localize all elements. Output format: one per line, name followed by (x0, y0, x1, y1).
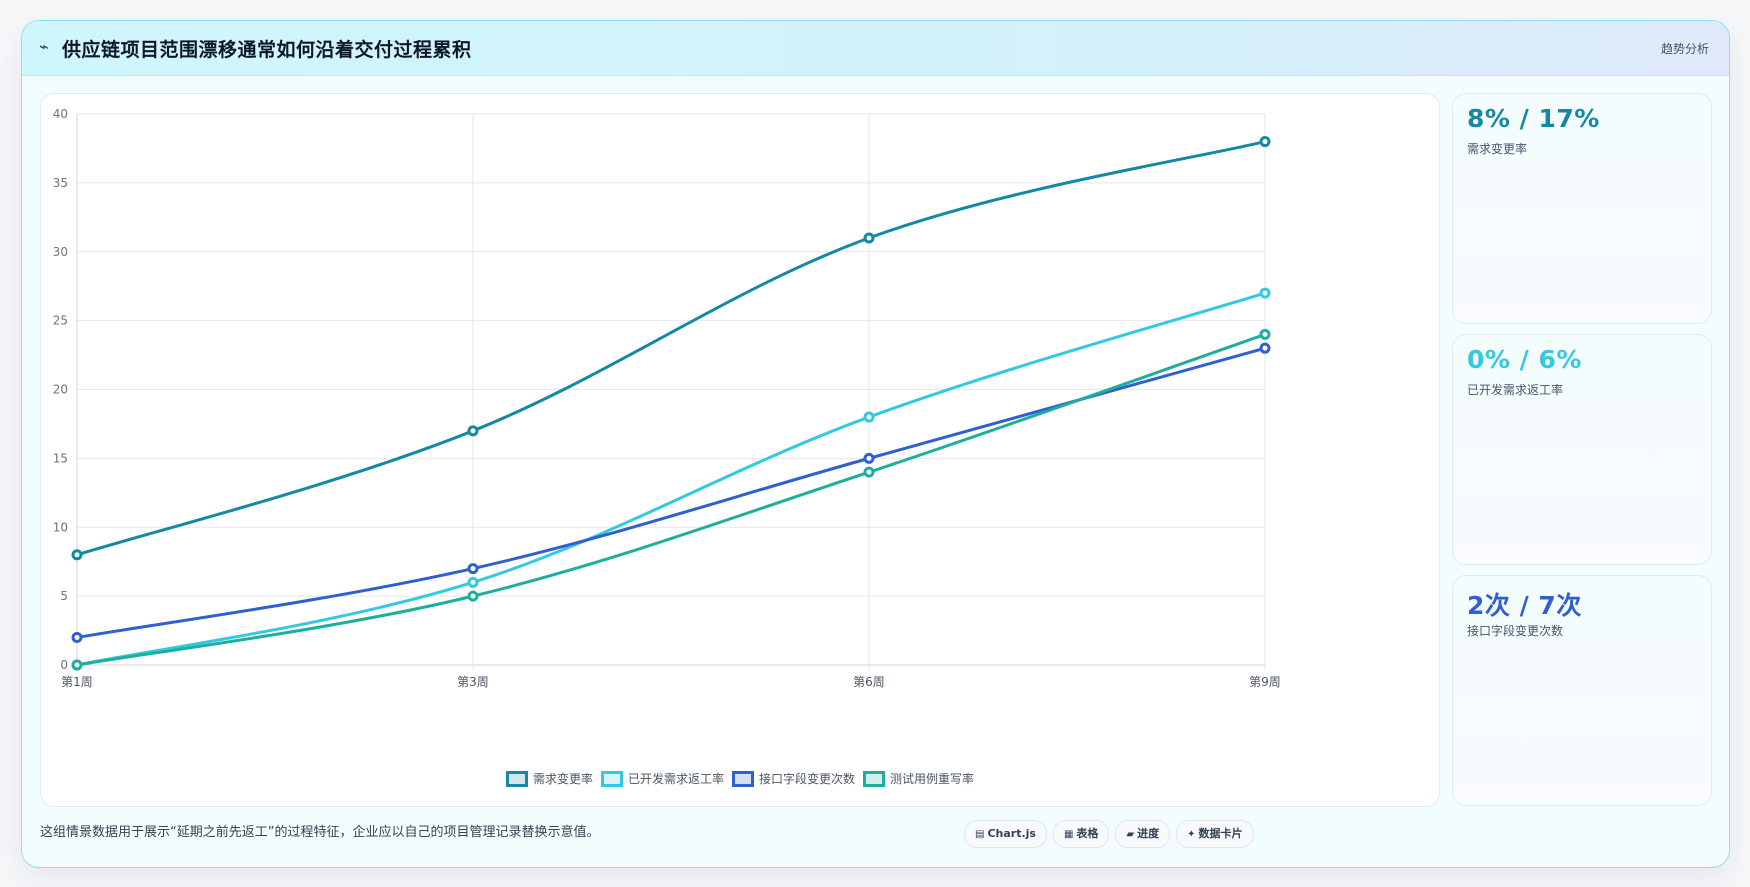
x-tick-label: 第3周 (457, 675, 489, 689)
header-tag: 趋势分析 (1660, 42, 1709, 56)
chart-icon: ▤ (975, 829, 985, 840)
stat-value: 2次 / 7次 (1467, 591, 1582, 620)
data-point (467, 576, 479, 588)
legend-item[interactable]: 需求变更率 (505, 770, 593, 787)
legend-label: 接口字段变更次数 (759, 772, 856, 786)
legend-swatch (600, 770, 623, 787)
chart-panel: 0 5 10 15 20 25 30 35 40 第1周 第3周 第6周 第9周 需求变更率 已开发需求返… (40, 93, 1440, 807)
legend-item[interactable]: 接口字段变更次数 (732, 770, 855, 787)
progress-button[interactable]: ▰ 进度 (1115, 820, 1171, 848)
table-button[interactable]: ▦ 表格 (1052, 820, 1110, 848)
progress-icon: ▰ (1126, 829, 1135, 840)
y-tick-label: 25 (53, 314, 68, 328)
y-tick-label: 30 (53, 245, 68, 259)
x-tick-label: 第9周 (1249, 675, 1281, 689)
y-tick-label: 35 (53, 176, 68, 190)
data-point (467, 590, 479, 602)
data-point (71, 549, 83, 561)
legend-swatch (505, 770, 528, 787)
data-point (71, 631, 83, 643)
data-point (863, 411, 875, 423)
legend-item[interactable]: 测试用例重写率 (863, 770, 974, 787)
y-tick-label: 0 (60, 658, 68, 672)
legend-label: 测试用例重写率 (890, 772, 975, 786)
button-label: Chart.js (987, 827, 1036, 840)
series-line (75, 291, 1267, 667)
lightning-icon: ⌁ (39, 37, 49, 56)
series-line (75, 332, 1267, 667)
button-label: 表格 (1076, 827, 1099, 840)
stat-value: 0% / 6% (1467, 345, 1582, 374)
card-header: ⌁ 供应链项目范围漂移通常如何沿着交付过程累积 趋势分析 (22, 21, 1729, 76)
data-point (467, 563, 479, 575)
sparkle-icon: ✦ (1187, 829, 1196, 840)
stat-card-demand-change: 8% / 17% 需求变更率 (1452, 93, 1712, 324)
data-cards-button[interactable]: ✦ 数据卡片 (1176, 820, 1254, 848)
series-line (75, 140, 1267, 557)
x-tick-label: 第6周 (853, 675, 885, 689)
stat-card-interface-changes: 2次 / 7次 接口字段变更次数 (1452, 575, 1712, 806)
footnote: 这组情景数据用于展示“延期之前先返工”的过程特征，企业应以自己的项目管理记录替换… (40, 825, 600, 840)
legend-item[interactable]: 已开发需求返工率 (600, 770, 724, 787)
y-tick-label: 5 (60, 589, 68, 603)
legend-swatch (863, 770, 886, 787)
data-point (1259, 328, 1271, 340)
data-point (1259, 342, 1271, 354)
button-label: 数据卡片 (1198, 827, 1243, 840)
chart-legend: 需求变更率 已开发需求返工率 接口字段变更次数 测试用例重写率 (41, 770, 1439, 787)
stat-card-rework-rate: 0% / 6% 已开发需求返工率 (1452, 334, 1712, 565)
data-point (467, 425, 479, 437)
page-title: 供应链项目范围漂移通常如何沿着交付过程累积 (62, 39, 472, 61)
x-tick-label: 第1周 (61, 675, 93, 689)
legend-label: 需求变更率 (532, 772, 593, 786)
line-chart: 0 5 10 15 20 25 30 35 40 第1周 第3周 第6周 第9周 (53, 107, 1281, 689)
y-tick-label: 40 (53, 107, 68, 121)
data-point (863, 466, 875, 478)
chartjs-button[interactable]: ▤ Chart.js (964, 820, 1047, 848)
y-tick-label: 15 (53, 451, 68, 465)
stat-value: 8% / 17% (1467, 104, 1600, 133)
dashboard-card: ⌁ 供应链项目范围漂移通常如何沿着交付过程累积 趋势分析 0 5 10 15 20 25 3… (21, 20, 1730, 868)
table-icon: ▦ (1063, 829, 1074, 840)
legend-label: 已开发需求返工率 (627, 772, 724, 786)
stat-label: 接口字段变更次数 (1467, 624, 1564, 638)
legend-swatch (732, 770, 754, 787)
data-point (71, 659, 83, 671)
data-point (863, 452, 875, 464)
view-switcher: ▤ Chart.js ▦ 表格 ▰ 进度 ✦ 数据卡片 (964, 820, 1260, 848)
y-tick-label: 10 (53, 520, 68, 534)
data-point (1259, 136, 1271, 148)
series-line (75, 346, 1267, 639)
stat-label: 需求变更率 (1467, 142, 1528, 156)
stat-label: 已开发需求返工率 (1467, 383, 1564, 397)
data-point (863, 232, 875, 244)
button-label: 进度 (1137, 827, 1160, 840)
data-point (1259, 287, 1271, 299)
y-tick-label: 20 (53, 383, 68, 397)
